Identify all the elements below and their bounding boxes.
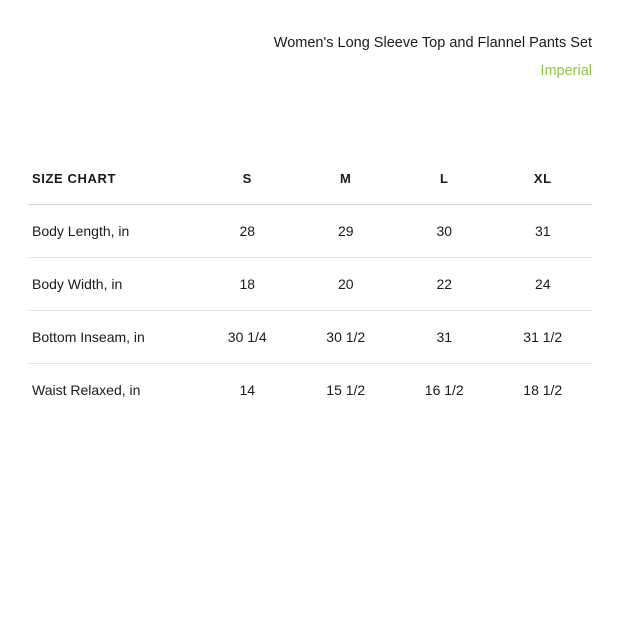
cell: 24 bbox=[494, 258, 593, 311]
product-title: Women's Long Sleeve Top and Flannel Pant… bbox=[28, 35, 592, 51]
cell: 22 bbox=[395, 258, 494, 311]
cell: 14 bbox=[198, 364, 297, 417]
unit-toggle-imperial[interactable]: Imperial bbox=[28, 63, 592, 79]
cell: 30 1/2 bbox=[297, 311, 396, 364]
cell: 28 bbox=[198, 205, 297, 258]
cell: 16 1/2 bbox=[395, 364, 494, 417]
cell: 31 1/2 bbox=[494, 311, 593, 364]
table-row: Body Width, in 18 20 22 24 bbox=[28, 258, 592, 311]
cell: 18 bbox=[198, 258, 297, 311]
col-header: S bbox=[198, 157, 297, 205]
header: Women's Long Sleeve Top and Flannel Pant… bbox=[28, 35, 592, 79]
size-chart-page: Women's Long Sleeve Top and Flannel Pant… bbox=[0, 0, 620, 620]
cell: 18 1/2 bbox=[494, 364, 593, 417]
size-chart-table: SIZE CHART S M L XL Body Length, in 28 2… bbox=[28, 157, 592, 416]
cell: 15 1/2 bbox=[297, 364, 396, 417]
table-row: Bottom Inseam, in 30 1/4 30 1/2 31 31 1/… bbox=[28, 311, 592, 364]
cell: 30 1/4 bbox=[198, 311, 297, 364]
col-header: M bbox=[297, 157, 396, 205]
row-label: Bottom Inseam, in bbox=[28, 311, 198, 364]
row-label: Body Width, in bbox=[28, 258, 198, 311]
cell: 29 bbox=[297, 205, 396, 258]
table-row: Waist Relaxed, in 14 15 1/2 16 1/2 18 1/… bbox=[28, 364, 592, 417]
table-row: Body Length, in 28 29 30 31 bbox=[28, 205, 592, 258]
cell: 20 bbox=[297, 258, 396, 311]
table-header-row: SIZE CHART S M L XL bbox=[28, 157, 592, 205]
cell: 31 bbox=[395, 311, 494, 364]
row-label: Body Length, in bbox=[28, 205, 198, 258]
row-label: Waist Relaxed, in bbox=[28, 364, 198, 417]
col-header: XL bbox=[494, 157, 593, 205]
col-header: L bbox=[395, 157, 494, 205]
table-heading: SIZE CHART bbox=[28, 157, 198, 205]
cell: 30 bbox=[395, 205, 494, 258]
cell: 31 bbox=[494, 205, 593, 258]
